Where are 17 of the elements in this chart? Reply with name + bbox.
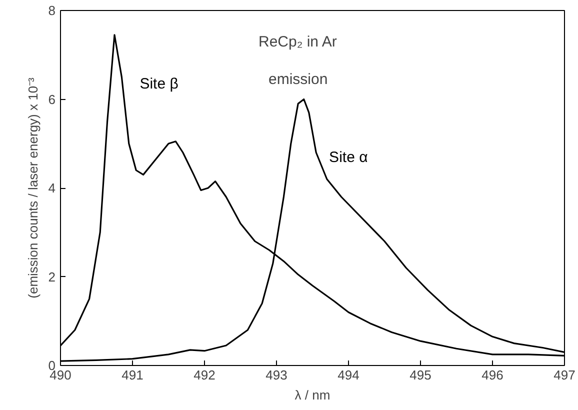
series-label: Site β — [140, 76, 179, 93]
x-tick-label: 496 — [482, 368, 504, 382]
series-label: Site α — [329, 148, 368, 166]
x-tick-label: 495 — [410, 368, 432, 382]
x-axis-title: λ / nm — [294, 388, 330, 402]
y-axis-title: (emission counts / laser energy) x 10⁻³ — [25, 76, 40, 298]
x-tick-label: 494 — [338, 368, 360, 382]
y-tick-label: 4 — [48, 180, 56, 196]
y-tick-label: 8 — [48, 3, 56, 18]
x-tick-label: 497 — [554, 368, 576, 382]
x-tick-label: 491 — [122, 368, 144, 382]
y-tick-label: 6 — [48, 92, 56, 107]
y-tick-label: 2 — [48, 269, 56, 284]
x-tick-label: 493 — [266, 368, 288, 382]
x-tick-label: 492 — [194, 368, 216, 382]
annotation: emission — [268, 71, 328, 88]
annotation: ReCp₂ in Ar — [258, 33, 337, 50]
